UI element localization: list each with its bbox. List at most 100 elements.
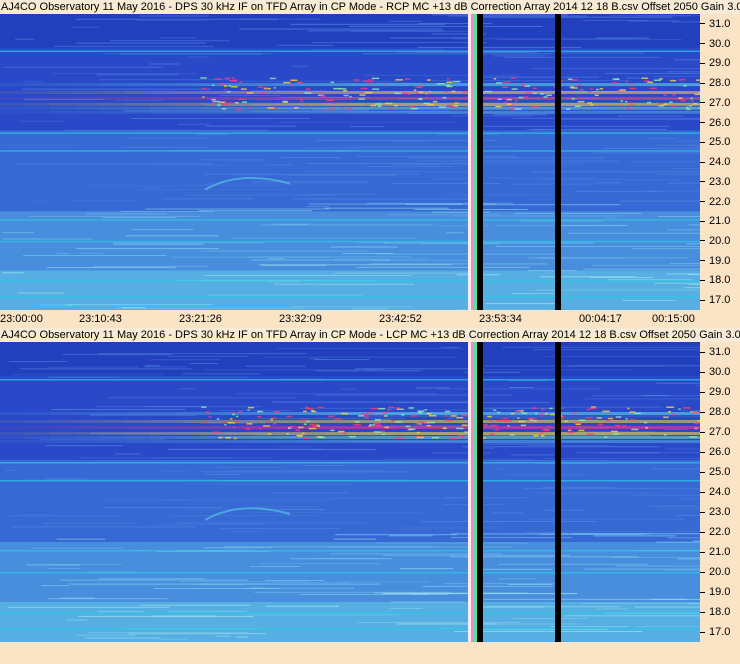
noise-streak: [88, 632, 249, 634]
band-speckle: [234, 102, 239, 104]
noise-streak: [47, 267, 176, 269]
emission-band: [225, 91, 250, 94]
noise-streak: [39, 304, 75, 306]
noise-streak: [372, 259, 483, 261]
noise-streak: [686, 243, 700, 245]
emission-band: [625, 106, 650, 110]
band-speckle: [518, 420, 526, 423]
noise-streak: [432, 80, 631, 82]
noise-streak: [2, 232, 35, 234]
emission-band: [225, 110, 250, 114]
band-speckle: [484, 90, 492, 93]
emission-band: [475, 83, 500, 87]
noise-streak: [635, 606, 700, 608]
emission-band: [200, 436, 225, 439]
noise-streak: [51, 73, 197, 74]
band-speckle: [273, 411, 280, 413]
y-tick-label: 23.0: [700, 506, 740, 518]
noise-streak: [374, 542, 528, 544]
band-speckle: [267, 107, 275, 109]
band-speckle: [666, 406, 675, 408]
band-speckle: [311, 425, 317, 427]
band-speckle: [299, 98, 302, 100]
noise-streak: [491, 468, 503, 470]
band-speckle: [513, 108, 522, 110]
noise-streak: [417, 46, 582, 48]
emission-band: [100, 96, 125, 100]
y-tick-label: 24.0: [700, 156, 740, 168]
emission-band: [650, 432, 675, 435]
emission-band: [75, 91, 100, 94]
noise-streak: [260, 563, 381, 565]
band-speckle: [627, 407, 630, 410]
band-speckle: [374, 419, 381, 421]
emission-band: [275, 420, 300, 423]
noise-streak: [272, 492, 350, 494]
y-tick-label: 22.0: [700, 526, 740, 538]
band-speckle: [415, 86, 422, 88]
noise-streak: [187, 56, 210, 58]
emission-band: [375, 440, 400, 443]
noise-streak: [607, 279, 694, 281]
noise-streak: [444, 497, 527, 499]
noise-streak: [615, 565, 669, 567]
y-tick-label: 30.0: [700, 38, 740, 50]
band-speckle: [415, 423, 420, 425]
band-speckle: [302, 432, 305, 435]
band-speckle: [372, 77, 380, 80]
emission-band: [300, 426, 325, 429]
noise-streak: [183, 483, 351, 485]
noise-streak: [88, 185, 286, 187]
band-speckle: [218, 436, 223, 439]
emission-band: [525, 91, 550, 94]
emission-band: [475, 106, 500, 110]
noise-streak: [102, 53, 273, 55]
emission-band: [625, 432, 650, 435]
band-speckle: [437, 83, 445, 85]
noise-streak: [383, 242, 594, 244]
emission-band: [175, 110, 200, 114]
noise-streak: [468, 365, 664, 367]
band-speckle: [462, 91, 470, 93]
noise-streak: [102, 217, 177, 219]
noise-streak: [219, 95, 281, 96]
noise-streak: [491, 460, 613, 462]
emission-band: [525, 432, 550, 435]
emission-band: [125, 102, 150, 106]
noise-streak: [239, 80, 400, 82]
noise-streak: [183, 421, 327, 423]
y-tick-label: 29.0: [700, 57, 740, 69]
y-tick-text: 29.0: [709, 386, 731, 398]
emission-band: [325, 436, 350, 439]
band-speckle: [521, 412, 527, 414]
emission-band: [600, 96, 625, 100]
noise-streak: [498, 578, 536, 580]
interference-line: [0, 240, 700, 243]
emission-band: [500, 91, 525, 94]
noise-streak: [622, 300, 676, 301]
emission-band: [0, 426, 25, 429]
emission-band: [125, 106, 150, 110]
y-tick-label: 30.0: [700, 366, 740, 378]
emission-band: [400, 436, 425, 439]
gap-edge-light: [468, 14, 471, 310]
band-speckle: [239, 81, 242, 84]
y-tick-text: 21.0: [709, 215, 731, 228]
noise-streak: [664, 429, 688, 431]
emission-band: [25, 426, 50, 429]
y-tick-text: 28.0: [709, 77, 731, 90]
y-tick-mark: [700, 240, 705, 242]
noise-streak: [507, 474, 588, 476]
noise-streak: [539, 179, 680, 181]
noise-streak: [3, 238, 93, 240]
band-speckle: [698, 92, 700, 94]
band-speckle: [231, 77, 235, 79]
noise-streak: [480, 125, 670, 127]
noise-streak: [145, 365, 161, 367]
band-speckle: [423, 422, 430, 425]
x-tick-label: 00:15:00: [652, 313, 695, 325]
x-tick-label: 23:53:34: [479, 313, 522, 325]
noise-streak: [75, 634, 136, 636]
band-speckle: [222, 103, 229, 106]
emission-band: [675, 432, 700, 435]
